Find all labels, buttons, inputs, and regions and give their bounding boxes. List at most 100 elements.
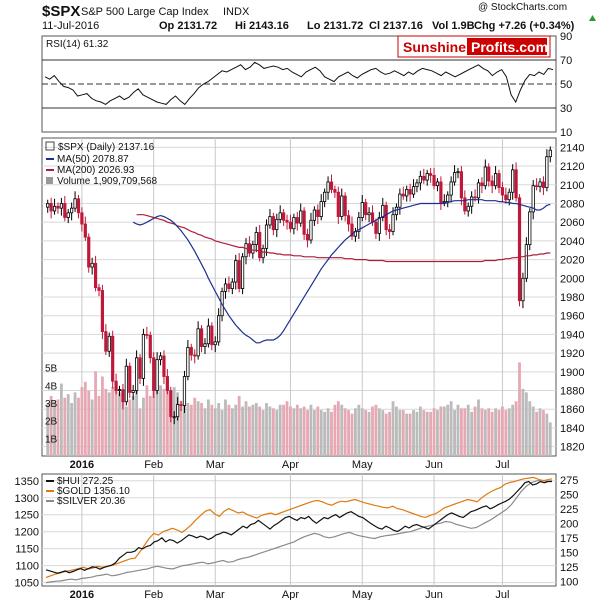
volume-bar bbox=[388, 411, 392, 456]
candle-body bbox=[367, 212, 371, 216]
candle-body bbox=[456, 171, 460, 174]
candle-body bbox=[466, 205, 470, 212]
volume-bar bbox=[135, 388, 139, 456]
metals-xtick-label: 2016 bbox=[70, 589, 94, 600]
up-arrow-icon bbox=[589, 15, 596, 21]
candle-body bbox=[268, 216, 272, 226]
volume-bar bbox=[456, 404, 460, 456]
volume-bar bbox=[83, 381, 87, 456]
volume-bar bbox=[442, 406, 446, 456]
volume-bar bbox=[90, 399, 94, 456]
header-date: 11-Jul-2016 bbox=[42, 20, 99, 32]
candle-body bbox=[264, 224, 269, 249]
price-tick-label: 1940 bbox=[560, 329, 584, 341]
candle-body bbox=[490, 180, 494, 187]
candle-body bbox=[470, 196, 474, 207]
candle-body bbox=[408, 189, 412, 195]
volume-bar bbox=[268, 406, 272, 456]
candle-body bbox=[292, 217, 296, 230]
header-low: Lo 2131.72 bbox=[307, 20, 363, 32]
candle-body bbox=[128, 365, 132, 393]
candle-body bbox=[199, 328, 204, 347]
volume-bar bbox=[449, 401, 453, 456]
candle-body bbox=[66, 212, 70, 218]
candle-body bbox=[258, 232, 262, 259]
candle-body bbox=[425, 173, 429, 181]
volume-bar bbox=[97, 395, 101, 456]
volume-bar bbox=[371, 406, 374, 456]
price-tick-label: 2060 bbox=[560, 217, 584, 229]
candle-body bbox=[476, 182, 481, 199]
volume-bar bbox=[514, 401, 518, 456]
candle-body bbox=[319, 201, 323, 217]
candle-body bbox=[350, 223, 354, 237]
volume-bar bbox=[360, 408, 364, 456]
candle-body bbox=[405, 189, 409, 197]
volume-bar bbox=[206, 399, 210, 456]
rsi-tick-label: 30 bbox=[560, 103, 572, 115]
candle-body bbox=[278, 212, 282, 220]
metals-xtick-label: Mar bbox=[206, 589, 225, 600]
checkbox-icon bbox=[45, 141, 55, 151]
volume-bar bbox=[114, 383, 118, 456]
metals-right-tick-label: 125 bbox=[560, 562, 578, 574]
volume-bar bbox=[244, 401, 248, 456]
candle-body bbox=[90, 262, 94, 268]
candle-body bbox=[189, 347, 193, 356]
candle-body bbox=[500, 187, 505, 196]
volume-bar bbox=[545, 413, 549, 456]
metals-right-tick-label: 100 bbox=[560, 576, 578, 588]
candle-body bbox=[179, 404, 183, 406]
volume-bar bbox=[101, 376, 104, 456]
candle-body bbox=[114, 380, 118, 391]
candle-body bbox=[80, 212, 84, 225]
volume-bar bbox=[391, 401, 395, 456]
volume-bar bbox=[302, 406, 306, 456]
candle-body bbox=[374, 221, 378, 234]
price-xtick-label: 2016 bbox=[70, 459, 94, 471]
metals-xtick-label: Apr bbox=[282, 589, 299, 600]
ma50-legend: MA(50) 2078.87 bbox=[57, 154, 129, 165]
metals-left-tick-label: 1350 bbox=[15, 476, 39, 488]
volume-bar bbox=[179, 401, 183, 456]
volume-bar bbox=[398, 410, 402, 456]
candle-body bbox=[52, 205, 57, 212]
volume-bar bbox=[53, 401, 56, 456]
volume-bar bbox=[384, 413, 388, 456]
volume-bar bbox=[480, 408, 484, 456]
candle-body bbox=[507, 191, 511, 201]
candle-body bbox=[483, 166, 487, 187]
volume-bar bbox=[183, 394, 186, 456]
candle-body bbox=[206, 325, 210, 345]
price-xtick-label: Apr bbox=[282, 459, 299, 471]
candle-body bbox=[524, 244, 528, 279]
rsi-tick-label: 50 bbox=[560, 79, 572, 91]
volume-bar bbox=[501, 406, 504, 456]
candle-body bbox=[176, 404, 180, 418]
candle-body bbox=[511, 169, 515, 193]
candle-body bbox=[155, 359, 159, 391]
volume-bar bbox=[217, 403, 221, 456]
candle-body bbox=[295, 217, 299, 224]
volume-bar bbox=[77, 397, 80, 456]
volume-bar bbox=[347, 410, 350, 456]
candle-body bbox=[528, 211, 532, 246]
volume-tick-label: 2B bbox=[45, 417, 58, 428]
volume-bar bbox=[408, 413, 412, 456]
volume-bar bbox=[395, 406, 398, 456]
candle-body bbox=[240, 256, 245, 289]
volume-bar bbox=[104, 388, 108, 456]
candle-body bbox=[312, 209, 316, 221]
candle-body bbox=[302, 210, 306, 235]
volume-bar bbox=[282, 404, 286, 456]
volume-bar bbox=[425, 411, 429, 456]
volume-bar bbox=[306, 410, 309, 456]
volume-bar bbox=[176, 392, 180, 456]
candle-body bbox=[388, 229, 392, 232]
volume-bar bbox=[504, 410, 508, 456]
header-symbol: $SPX bbox=[42, 3, 80, 20]
candle-body bbox=[275, 218, 279, 231]
metals-left-tick-label: 1300 bbox=[15, 493, 39, 505]
metals-xtick-label: May bbox=[352, 589, 373, 600]
volume-bar bbox=[237, 395, 241, 456]
